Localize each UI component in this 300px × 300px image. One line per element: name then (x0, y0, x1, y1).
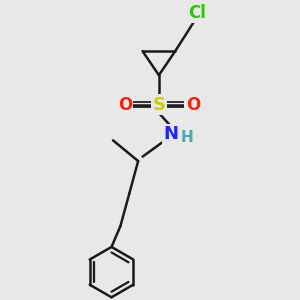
Text: H: H (181, 130, 194, 145)
Text: S: S (152, 96, 165, 114)
Text: O: O (186, 96, 200, 114)
Text: N: N (163, 125, 178, 143)
Text: O: O (118, 96, 132, 114)
Text: Cl: Cl (188, 4, 206, 22)
